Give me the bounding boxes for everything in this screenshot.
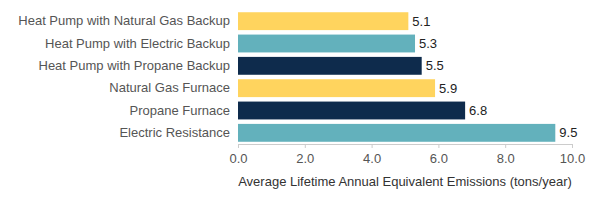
x-tick-label: 8.0 bbox=[497, 151, 515, 166]
bar bbox=[238, 35, 415, 53]
x-tick: 0.0 bbox=[229, 144, 247, 166]
y-tick: Propane Furnace bbox=[130, 103, 238, 118]
bars bbox=[238, 12, 555, 142]
x-tick-label: 6.0 bbox=[430, 151, 448, 166]
x-tick-mark bbox=[238, 144, 239, 148]
y-tick-label: Propane Furnace bbox=[130, 103, 230, 118]
bar bbox=[238, 57, 422, 75]
x-tick-mark bbox=[305, 144, 306, 148]
y-tick-label: Electric Resistance bbox=[119, 125, 230, 140]
x-tick-mark bbox=[372, 144, 373, 148]
x-tick: 4.0 bbox=[363, 144, 381, 166]
data-label: 5.1 bbox=[412, 14, 430, 29]
x-tick-label: 4.0 bbox=[363, 151, 381, 166]
x-tick-label: 10.0 bbox=[560, 151, 585, 166]
x-tick-mark bbox=[572, 144, 573, 148]
y-tick: Electric Resistance bbox=[119, 125, 238, 140]
x-tick-label: 0.0 bbox=[229, 151, 247, 166]
bar bbox=[238, 79, 435, 97]
x-axis-line bbox=[239, 144, 573, 145]
bar bbox=[238, 12, 408, 30]
y-tick-label: Heat Pump with Propane Backup bbox=[39, 58, 231, 73]
y-tick: Heat Pump with Electric Backup bbox=[45, 36, 238, 51]
x-tick-mark bbox=[438, 144, 439, 148]
x-tick: 8.0 bbox=[497, 144, 515, 166]
data-label: 9.5 bbox=[559, 125, 577, 140]
bar bbox=[238, 124, 555, 142]
x-tick: 2.0 bbox=[296, 144, 314, 166]
data-label: 5.9 bbox=[439, 81, 457, 96]
y-tick: Heat Pump with Propane Backup bbox=[39, 58, 239, 73]
x-axis-title: Average Lifetime Annual Equivalent Emiss… bbox=[238, 174, 572, 189]
x-tick-label: 2.0 bbox=[296, 151, 314, 166]
bar bbox=[238, 102, 465, 120]
data-labels: 5.1 5.3 5.5 5.9 6.8 9.5 bbox=[412, 14, 577, 141]
data-label: 6.8 bbox=[469, 103, 487, 118]
x-axis: 0.0 2.0 4.0 6.0 8.0 10.0 bbox=[229, 144, 585, 166]
x-tick: 6.0 bbox=[430, 144, 448, 166]
x-tick-mark bbox=[505, 144, 506, 148]
y-tick: Natural Gas Furnace bbox=[109, 80, 238, 95]
data-label: 5.3 bbox=[419, 36, 437, 51]
y-tick-label: Natural Gas Furnace bbox=[109, 80, 230, 95]
y-tick-label: Heat Pump with Natural Gas Backup bbox=[18, 13, 230, 28]
x-tick: 10.0 bbox=[560, 144, 585, 166]
y-tick-label: Heat Pump with Electric Backup bbox=[45, 36, 230, 51]
y-tick: Heat Pump with Natural Gas Backup bbox=[18, 13, 238, 28]
data-label: 5.5 bbox=[426, 58, 444, 73]
chart: 5.1 5.3 5.5 5.9 6.8 9.5 0.0 2.0 4.0 6.0 8.0 10.0 Hea… bbox=[0, 0, 610, 210]
plot: 5.1 5.3 5.5 5.9 6.8 9.5 0.0 2.0 4.0 6.0 8.0 10.0 Hea… bbox=[18, 12, 585, 165]
y-axis: Heat Pump with Natural Gas Backup Heat Pu… bbox=[18, 13, 238, 140]
